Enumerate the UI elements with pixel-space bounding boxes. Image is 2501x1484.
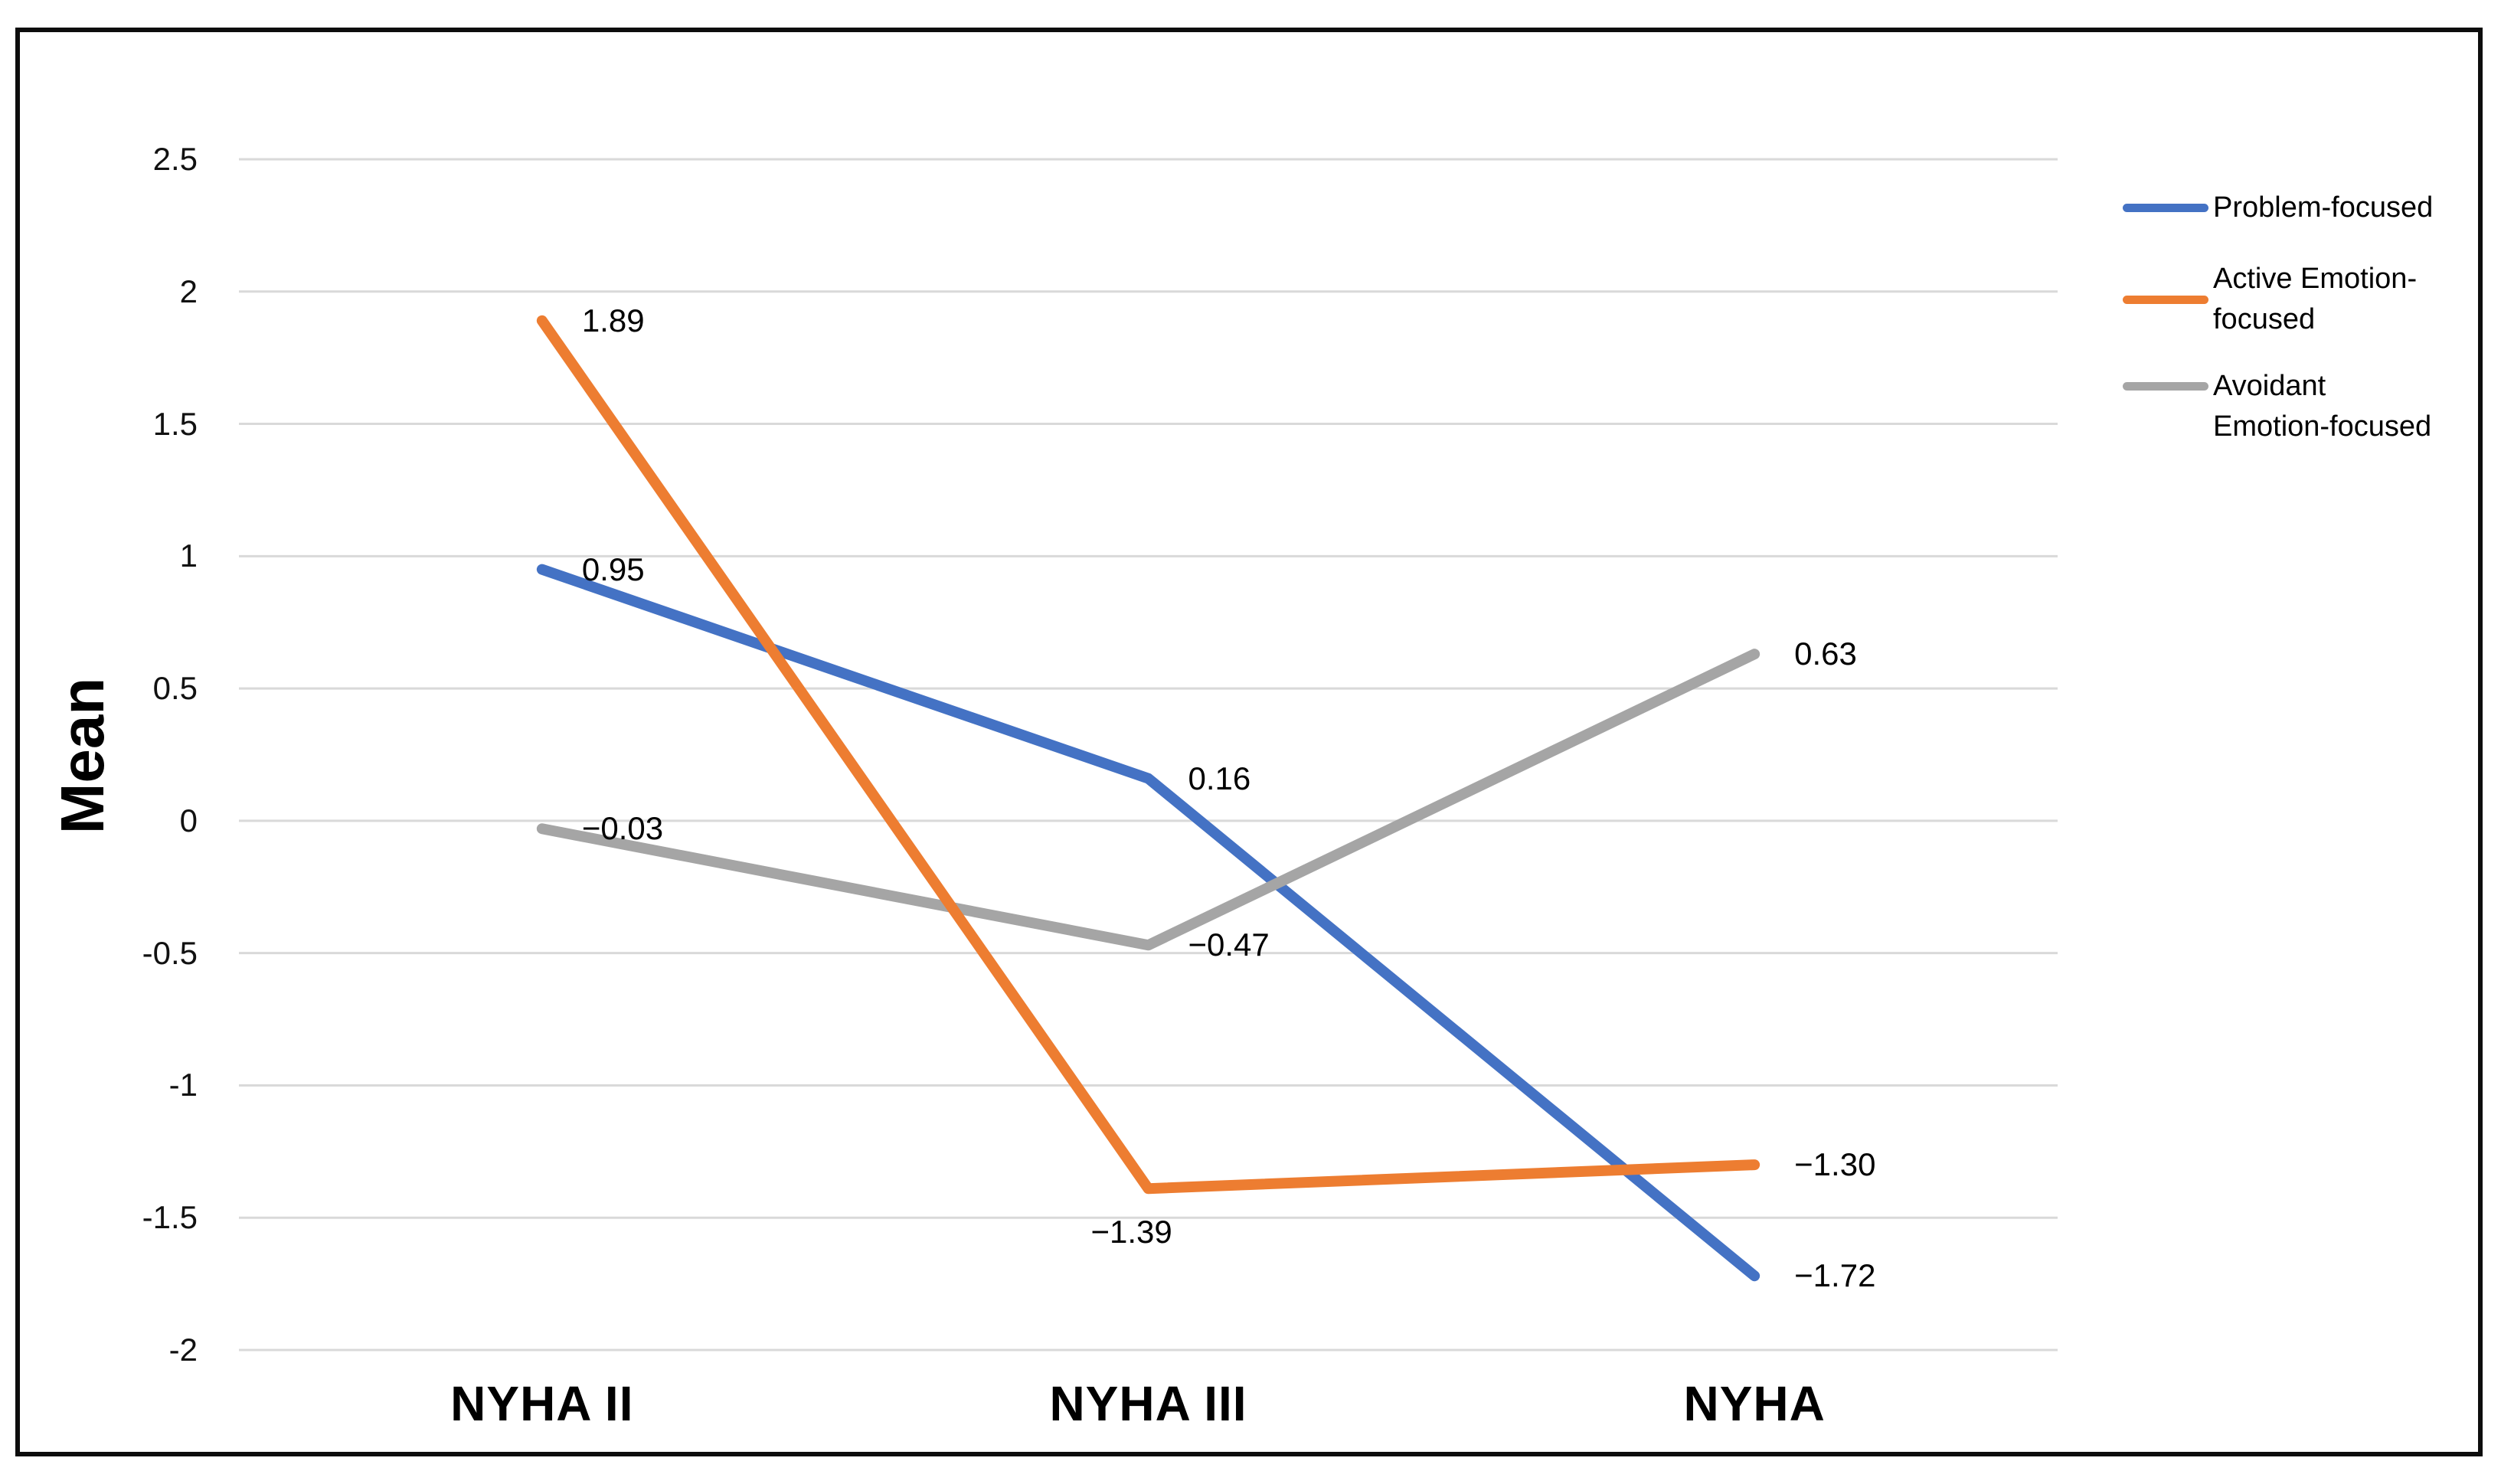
- y-tick-label: -1.5: [142, 1199, 198, 1236]
- series-line-avoidant-emotion-focused: [536, 649, 1761, 951]
- y-tick-label: -2: [168, 1332, 198, 1368]
- y-tick-label: 1.5: [152, 405, 198, 442]
- data-label: −1.72: [1794, 1257, 1876, 1294]
- series-line-problem-focused: [536, 564, 1761, 1282]
- y-tick-label: -1: [168, 1067, 198, 1103]
- legend-entry-problem-focused: Problem-focused: [2123, 188, 2433, 228]
- data-label: 0.95: [581, 551, 645, 587]
- data-label: 0.16: [1188, 760, 1251, 796]
- series-line-active-emotion-focused: [536, 315, 1761, 1195]
- y-tick-label: 0: [179, 802, 198, 838]
- data-label: −1.30: [1794, 1146, 1876, 1183]
- legend-label: Avoidant Emotion-focused: [2213, 366, 2431, 447]
- legend-label-line: Emotion-focused: [2213, 410, 2432, 443]
- y-tick-label: 0.5: [152, 670, 198, 707]
- y-tick-label: 1: [179, 538, 198, 574]
- data-label: −0.03: [581, 810, 664, 847]
- legend-line-swatch-gray-icon: [2123, 382, 2208, 391]
- legend-line-swatch-blue-icon: [2123, 204, 2208, 212]
- x-category-label: NYHA III: [1049, 1376, 1247, 1431]
- legend-label-line: Active Emotion-: [2213, 263, 2418, 295]
- legend-label-line: Problem-focused: [2213, 191, 2434, 224]
- legend-entry-avoidant-emotion-focused: Avoidant Emotion-focused: [2123, 366, 2431, 447]
- y-tick-label: -0.5: [142, 934, 198, 971]
- legend-line-swatch-orange-icon: [2123, 295, 2208, 304]
- data-label: −0.47: [1188, 927, 1270, 963]
- x-category-label: NYHA II: [450, 1376, 634, 1431]
- y-tick-label: 2: [179, 273, 198, 309]
- y-tick-label: 2.5: [152, 141, 198, 177]
- legend-label: Active Emotion- focused: [2213, 259, 2417, 340]
- legend-label-line: Avoidant: [2213, 370, 2326, 402]
- data-label: 1.89: [581, 302, 645, 338]
- legend-label-line: focused: [2213, 303, 2316, 335]
- legend-label: Problem-focused: [2213, 188, 2433, 228]
- legend-entry-active-emotion-focused: Active Emotion- focused: [2123, 259, 2417, 340]
- data-label: −1.39: [1090, 1214, 1172, 1250]
- x-category-label: NYHA: [1683, 1376, 1826, 1431]
- data-label: 0.63: [1794, 636, 1857, 672]
